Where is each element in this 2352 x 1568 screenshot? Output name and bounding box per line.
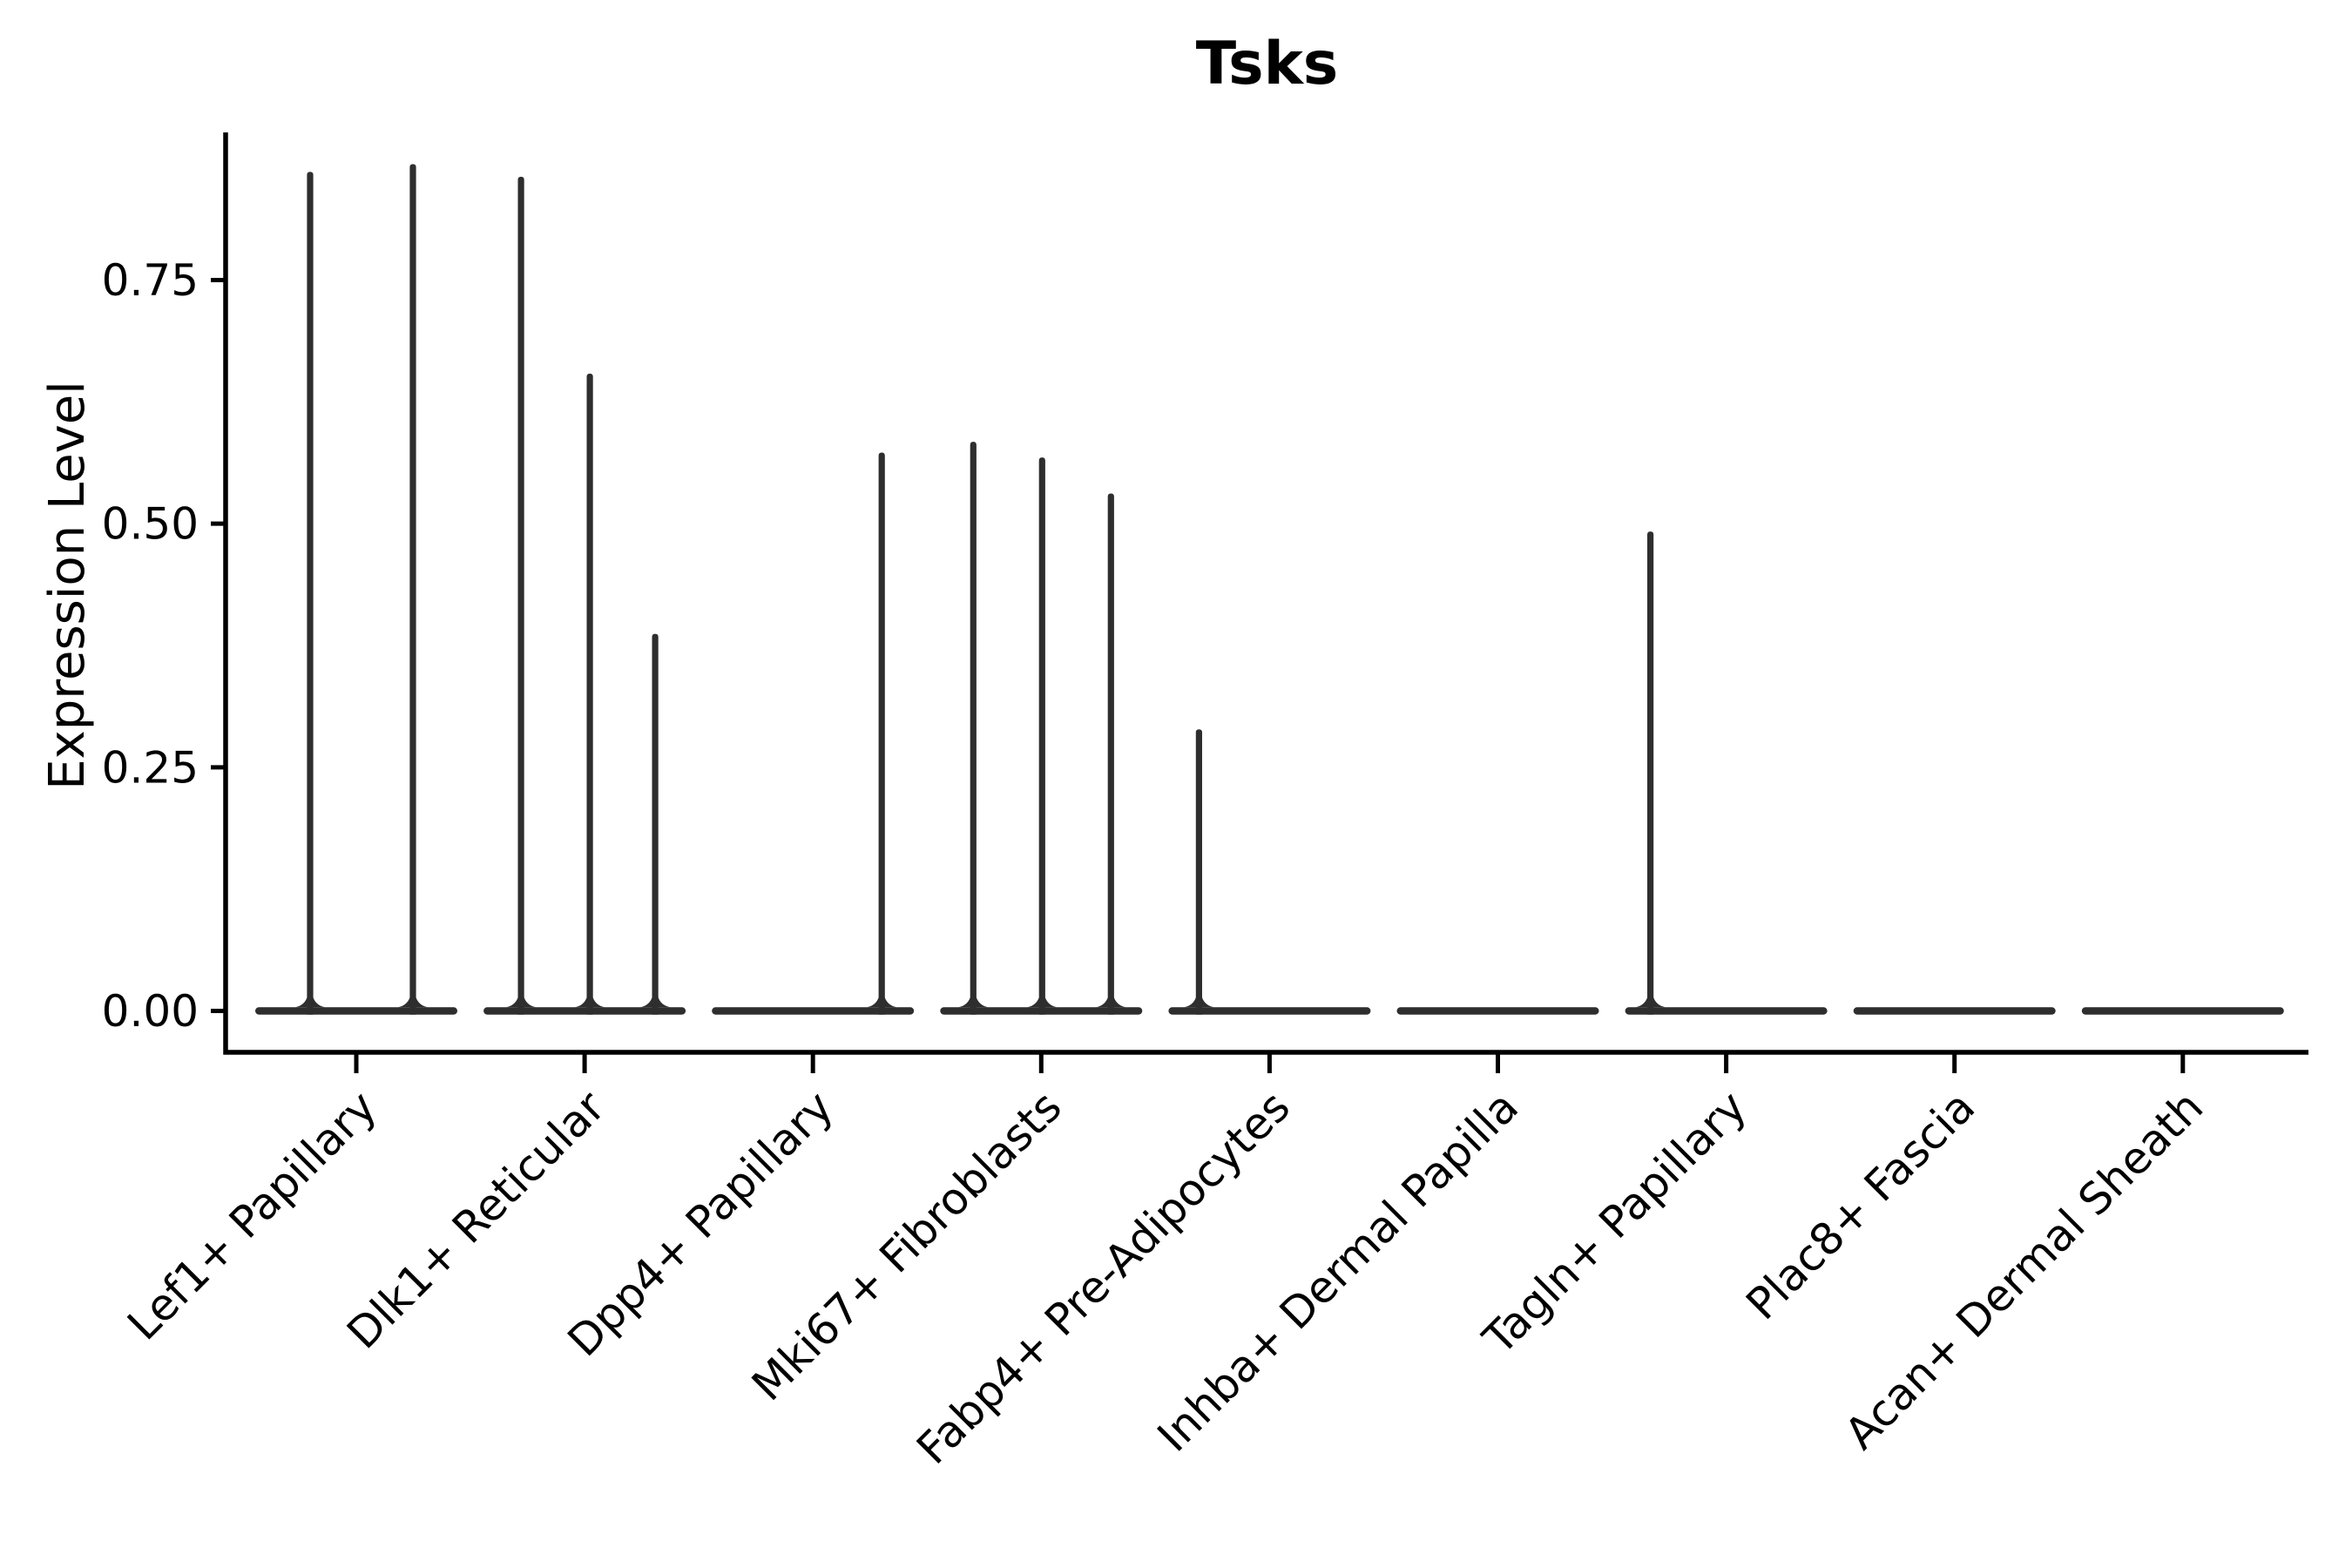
- x-axis-label: Lef1+ Papillary: [118, 1081, 386, 1349]
- violin-spike-flare: [506, 997, 537, 1008]
- x-axis-label: Fabp4+ Pre-Adipocytes: [907, 1081, 1300, 1474]
- y-tick-label: 0.50: [102, 499, 199, 550]
- violin-spike: [1107, 493, 1114, 1015]
- violin-base: [2081, 1007, 2284, 1015]
- violin-base: [712, 1007, 915, 1015]
- y-tick-label: 0.00: [102, 986, 199, 1037]
- violin-base: [255, 1007, 457, 1015]
- violin-spike: [1038, 457, 1045, 1015]
- violin-spike: [517, 176, 524, 1015]
- y-tick-label: 0.25: [102, 742, 199, 793]
- violin-spike: [1195, 729, 1202, 1015]
- violin-spike: [409, 164, 416, 1015]
- violin-spike: [878, 452, 885, 1015]
- violin-spike-flare: [867, 997, 897, 1008]
- violin-spike-flare: [640, 997, 671, 1008]
- violin-spike-flare: [575, 997, 605, 1008]
- violin-spike-flare: [295, 997, 325, 1008]
- chart-title: Tsks: [1195, 30, 1339, 98]
- violin-spike-flare: [958, 997, 989, 1008]
- x-axis-label: Inhba+ Dermal Papilla: [1148, 1081, 1528, 1461]
- axes-spines: [223, 132, 2308, 1055]
- violin-spike: [652, 633, 659, 1015]
- violin-base: [1168, 1007, 1371, 1015]
- violin-spike-flare: [1635, 997, 1666, 1008]
- violin-spike-flare: [1096, 997, 1126, 1008]
- violin-spike-flare: [1027, 997, 1058, 1008]
- y-tick-label: 0.75: [102, 255, 199, 306]
- violin-spike: [1647, 531, 1654, 1015]
- violin-base: [1853, 1007, 2056, 1015]
- violin-spike: [307, 172, 314, 1015]
- violin-spike-flare: [1184, 997, 1214, 1008]
- x-axis-label: Plac8+ Fascia: [1736, 1081, 1984, 1329]
- violin-base: [1625, 1007, 1828, 1015]
- violin-spike: [586, 373, 593, 1015]
- violin-spike-flare: [398, 997, 428, 1008]
- violin-base: [483, 1007, 686, 1015]
- violin-base: [1396, 1007, 1599, 1015]
- violin-spike: [970, 442, 977, 1015]
